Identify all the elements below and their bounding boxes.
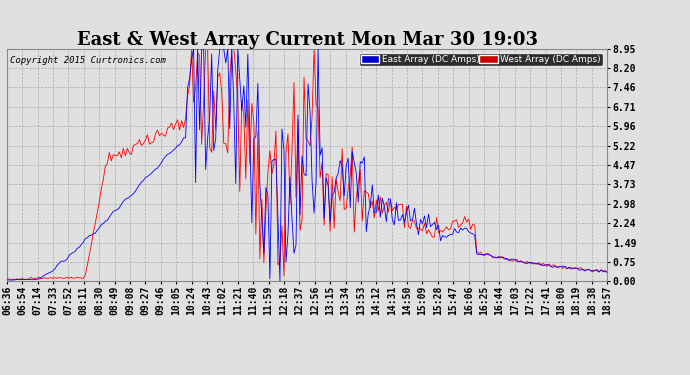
Text: Copyright 2015 Curtronics.com: Copyright 2015 Curtronics.com (10, 56, 166, 65)
Legend: East Array (DC Amps), West Array (DC Amps): East Array (DC Amps), West Array (DC Amp… (359, 53, 602, 66)
Title: East & West Array Current Mon Mar 30 19:03: East & West Array Current Mon Mar 30 19:… (77, 31, 538, 49)
